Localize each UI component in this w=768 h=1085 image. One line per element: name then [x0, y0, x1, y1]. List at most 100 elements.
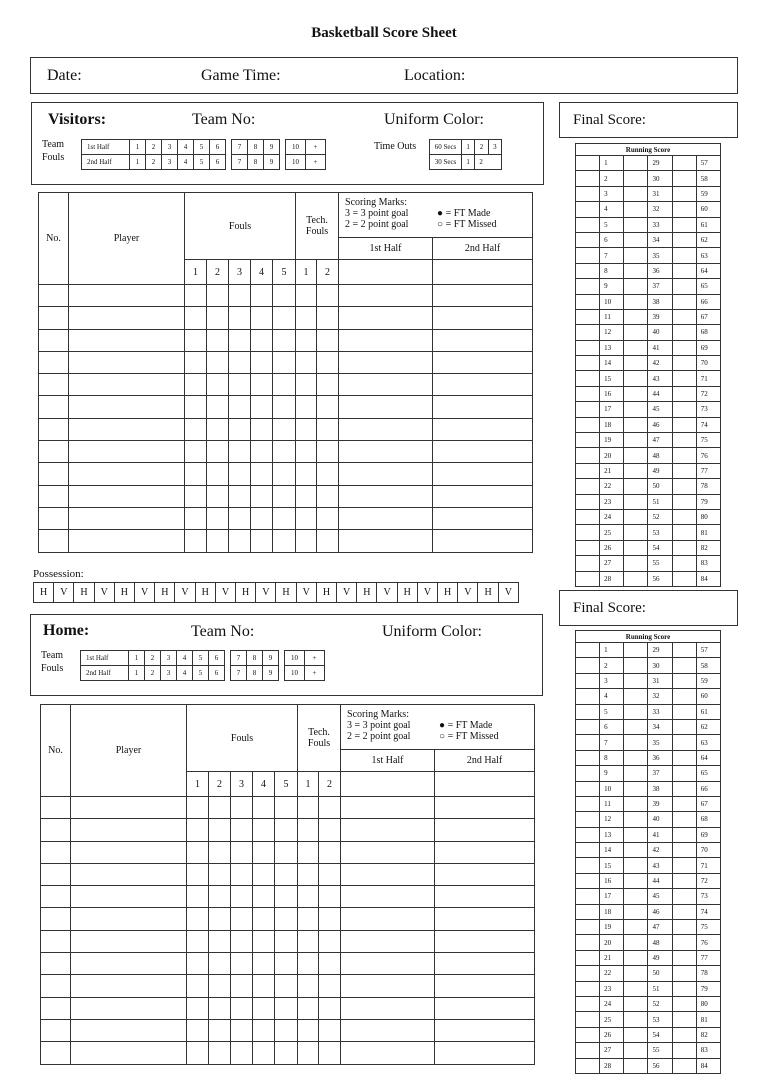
player-cell[interactable]: [432, 506, 534, 531]
player-cell[interactable]: [340, 929, 436, 954]
score-mark-cell[interactable]: [671, 508, 697, 526]
team-foul-box[interactable]: 2: [144, 650, 161, 666]
team-foul-box[interactable]: 7: [231, 139, 248, 155]
player-cell[interactable]: [250, 506, 273, 531]
player-cell[interactable]: [318, 907, 342, 931]
player-cell[interactable]: [228, 373, 251, 397]
player-cell[interactable]: [206, 395, 229, 419]
score-mark-cell[interactable]: [671, 857, 697, 874]
player-cell[interactable]: [271, 350, 297, 375]
possession-cell[interactable]: V: [416, 582, 439, 603]
player-cell[interactable]: [271, 306, 297, 330]
player-cell[interactable]: [338, 350, 434, 375]
player-cell[interactable]: [68, 529, 185, 553]
score-mark-cell[interactable]: [574, 703, 601, 720]
player-cell[interactable]: [271, 440, 297, 464]
player-cell[interactable]: [271, 484, 297, 508]
player-cell[interactable]: [70, 1041, 187, 1065]
player-cell[interactable]: [206, 306, 229, 330]
team-foul-box[interactable]: 10: [284, 665, 305, 681]
score-mark-cell[interactable]: [671, 216, 697, 233]
score-mark-cell[interactable]: [623, 508, 649, 526]
score-mark-cell[interactable]: [574, 811, 601, 828]
player-cell[interactable]: [68, 373, 185, 397]
player-cell[interactable]: [434, 929, 536, 954]
player-cell[interactable]: [38, 373, 69, 397]
score-mark-cell[interactable]: [623, 185, 649, 203]
score-mark-cell[interactable]: [574, 416, 601, 434]
player-cell[interactable]: [250, 306, 273, 330]
score-mark-cell[interactable]: [671, 278, 697, 295]
player-cell[interactable]: [273, 818, 299, 842]
player-cell[interactable]: [206, 328, 229, 352]
player-cell[interactable]: [297, 885, 320, 909]
player-cell[interactable]: [68, 462, 185, 486]
team-foul-box[interactable]: 2: [145, 154, 162, 170]
player-cell[interactable]: [432, 440, 534, 464]
score-mark-cell[interactable]: [623, 201, 649, 218]
player-cell[interactable]: [70, 862, 187, 887]
player-cell[interactable]: [70, 929, 187, 954]
score-mark-cell[interactable]: [671, 432, 697, 449]
player-cell[interactable]: [40, 795, 71, 820]
score-mark-cell[interactable]: [574, 308, 601, 326]
player-cell[interactable]: [206, 506, 229, 531]
score-mark-cell[interactable]: [671, 324, 697, 341]
score-mark-cell[interactable]: [671, 980, 697, 997]
team-foul-box[interactable]: 8: [246, 665, 263, 681]
score-mark-cell[interactable]: [574, 903, 601, 921]
player-cell[interactable]: [340, 885, 436, 909]
player-cell[interactable]: [434, 1018, 536, 1043]
team-foul-box[interactable]: 1: [128, 665, 145, 681]
team-foul-box[interactable]: 7: [230, 665, 247, 681]
player-cell[interactable]: [340, 974, 436, 998]
score-mark-cell[interactable]: [623, 324, 649, 341]
score-mark-cell[interactable]: [623, 949, 649, 967]
player-cell[interactable]: [252, 840, 275, 864]
score-mark-cell[interactable]: [671, 555, 697, 572]
player-cell[interactable]: [252, 862, 275, 887]
score-mark-cell[interactable]: [574, 842, 601, 859]
player-cell[interactable]: [206, 417, 229, 442]
score-mark-cell[interactable]: [623, 888, 649, 905]
player-cell[interactable]: [208, 974, 231, 998]
player-cell[interactable]: [295, 373, 318, 397]
score-mark-cell[interactable]: [671, 170, 697, 187]
possession-cell[interactable]: V: [376, 582, 398, 603]
score-mark-cell[interactable]: [623, 293, 649, 310]
player-cell[interactable]: [68, 395, 185, 419]
team-foul-box[interactable]: 9: [262, 650, 279, 666]
score-mark-cell[interactable]: [623, 765, 649, 782]
score-mark-cell[interactable]: [623, 641, 649, 659]
player-cell[interactable]: [297, 996, 320, 1020]
player-cell[interactable]: [295, 440, 318, 464]
player-cell[interactable]: [208, 996, 231, 1020]
player-cell[interactable]: [40, 996, 71, 1020]
possession-cell[interactable]: V: [134, 582, 156, 603]
player-cell[interactable]: [38, 306, 69, 330]
player-cell[interactable]: [228, 440, 251, 464]
player-cell[interactable]: [271, 395, 297, 419]
score-mark-cell[interactable]: [671, 718, 697, 736]
player-cell[interactable]: [316, 395, 340, 419]
player-cell[interactable]: [184, 395, 207, 419]
player-cell[interactable]: [432, 373, 534, 397]
player-cell[interactable]: [208, 840, 231, 864]
score-mark-cell[interactable]: [574, 555, 601, 572]
score-mark-cell[interactable]: [671, 539, 697, 557]
score-mark-cell[interactable]: [574, 385, 601, 403]
player-cell[interactable]: [184, 417, 207, 442]
score-mark-cell[interactable]: [623, 780, 649, 797]
possession-cell[interactable]: H: [477, 582, 499, 603]
player-cell[interactable]: [316, 306, 340, 330]
player-cell[interactable]: [230, 907, 253, 931]
player-cell[interactable]: [273, 952, 299, 976]
timeout-box[interactable]: 2: [474, 154, 502, 170]
score-mark-cell[interactable]: [671, 765, 697, 782]
player-cell[interactable]: [206, 350, 229, 375]
score-mark-cell[interactable]: [623, 278, 649, 295]
score-mark-cell[interactable]: [623, 447, 649, 464]
player-cell[interactable]: [316, 462, 340, 486]
player-cell[interactable]: [318, 818, 342, 842]
possession-cell[interactable]: V: [214, 582, 237, 603]
